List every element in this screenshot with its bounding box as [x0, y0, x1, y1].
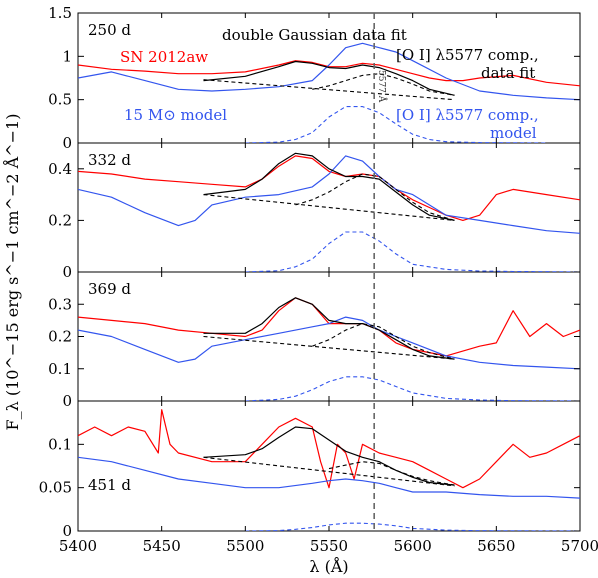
series-o-i-5577-comp-model-369-d [245, 376, 580, 401]
series-double-gaussian-data-fit-250-d [203, 60, 455, 96]
series-15-m-model-332-d [78, 155, 580, 234]
panel-369d-series [78, 297, 580, 401]
x-axis-title: λ (Å) [309, 556, 348, 576]
legend-oi-model-label-2: model [490, 124, 537, 142]
series-double-gaussian-data-fit-369-d [203, 297, 455, 360]
x-tick-label: 5550 [310, 537, 348, 555]
epoch-label-369d: 369 d [88, 280, 131, 298]
y-tick-label-451-d: 0.1 [48, 435, 72, 453]
x-tick-label: 5450 [143, 537, 181, 555]
legend-oi-fit-label-2: data fit [481, 64, 535, 82]
series-15-m-model-369-d [78, 316, 580, 370]
series-o-i-5577-comp-model-451-d [245, 522, 580, 531]
x-tick-label: 5600 [394, 537, 432, 555]
y-tick-label-250-d: 0.5 [48, 91, 72, 109]
y-tick-label-250-d: 1 [62, 47, 72, 65]
epoch-label-332d: 332 d [88, 151, 131, 169]
series-o-i-5577-comp-data-fit-332-d [295, 173, 455, 221]
oi-5577-reference-label: 5577 Å [376, 70, 388, 103]
epoch-label-451d: 451 d [88, 476, 131, 494]
series-o-i-5577-comp-data-fit-451-d [328, 461, 455, 486]
legend-oi-model-label-1: [O I] λ5577 comp., [396, 106, 539, 124]
legend-oi-fit-label-1: [O I] λ5577 comp., [396, 46, 539, 64]
legend-fit-label: double Gaussian data fit [222, 26, 407, 44]
series-o-i-5577-comp-model-250-d [245, 106, 547, 143]
axis-ticks: 0 0.5 1 1.5 0 0.2 0.4 0 0.1 0.2 0.3 0 0.05 0.1 5400 545… [39, 4, 598, 555]
y-axis-title: F_λ (10^−15 erg s^−1 cm^−2 Å^−1) [2, 114, 22, 431]
y-tick-label-451-d: 0.05 [39, 479, 72, 497]
series-double-gaussian-data-fit-451-d [203, 426, 455, 486]
y-tick-label-250-d: 1.5 [48, 4, 72, 22]
panel-250d-series [78, 42, 580, 143]
y-tick-label-250-d: 0 [62, 134, 72, 152]
series-sn-2012aw-451-d [78, 409, 580, 489]
y-tick-label-369-d: 0 [62, 392, 72, 410]
series-sn-2012aw-250-d [78, 60, 580, 87]
series-o-i-5577-comp-data-fit-369-d [312, 323, 455, 360]
y-tick-label-332-d: 0.4 [48, 160, 72, 178]
y-tick-label-369-d: 0.2 [48, 328, 72, 346]
x-tick-label: 5650 [477, 537, 515, 555]
legend-observed-label: SN 2012aw [120, 48, 208, 66]
series-15-m-model-451-d [78, 456, 580, 499]
x-tick-label: 5700 [561, 537, 598, 555]
series-double-gaussian-data-fit-332-d [203, 152, 455, 221]
series-continuum-332-d [203, 194, 455, 221]
series-continuum-369-d [203, 335, 455, 360]
series-o-i-5577-comp-data-fit-250-d [312, 73, 455, 96]
legend-model-label: 15 M⊙ model [124, 106, 227, 124]
panel-451d-series [78, 409, 580, 531]
series-15-m-model-250-d [78, 42, 580, 101]
epoch-label-250d: 250 d [88, 21, 131, 39]
x-tick-label: 5400 [59, 537, 97, 555]
series-sn-2012aw-332-d [78, 155, 580, 221]
series-sn-2012aw-369-d [78, 297, 580, 357]
y-tick-label-369-d: 0.1 [48, 360, 72, 378]
panel-frame-451d [77, 400, 581, 532]
y-tick-label-332-d: 0 [62, 263, 72, 281]
y-tick-label-451-d: 0 [62, 522, 72, 540]
panel-332d-series [78, 152, 580, 272]
series-o-i-5577-comp-model-332-d [245, 231, 580, 272]
x-tick-label: 5500 [226, 537, 264, 555]
series-continuum-451-d [203, 456, 455, 487]
y-tick-label-332-d: 0.2 [48, 211, 72, 229]
y-tick-label-369-d: 0.3 [48, 295, 72, 313]
